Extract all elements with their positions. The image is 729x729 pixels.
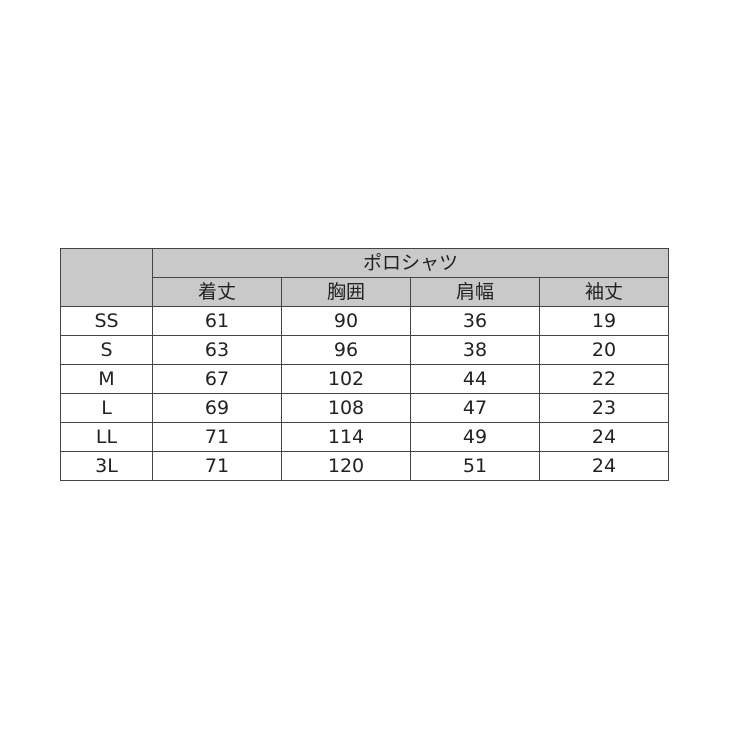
corner-cell: [60, 248, 153, 307]
measurement-cell: 108: [281, 393, 411, 423]
measurement-cell: 19: [539, 306, 669, 336]
table-row: S 63 96 38 20: [60, 335, 669, 365]
measurement-cell: 67: [152, 364, 282, 394]
size-chart-table: ポロシャツ 着丈 胸囲 肩幅 袖丈 SS 61 90 36 19 S 63 96 38 20 M 67 102…: [60, 248, 669, 481]
measurement-cell: 71: [152, 422, 282, 452]
measurement-cell: 114: [281, 422, 411, 452]
measurement-cell: 47: [410, 393, 540, 423]
measurement-cell: 51: [410, 451, 540, 481]
measurement-cell: 71: [152, 451, 282, 481]
measurement-cell: 69: [152, 393, 282, 423]
measurement-cell: 38: [410, 335, 540, 365]
measurement-cell: 49: [410, 422, 540, 452]
table-row: L 69 108 47 23: [60, 393, 669, 423]
column-header: 胸囲: [281, 277, 411, 307]
column-header: 肩幅: [410, 277, 540, 307]
measurement-cell: 120: [281, 451, 411, 481]
size-label: SS: [60, 306, 153, 336]
table-row: LL 71 114 49 24: [60, 422, 669, 452]
size-label: S: [60, 335, 153, 365]
column-header: 着丈: [152, 277, 282, 307]
table-row: M 67 102 44 22: [60, 364, 669, 394]
size-label: M: [60, 364, 153, 394]
measurement-cell: 24: [539, 451, 669, 481]
measurement-cell: 90: [281, 306, 411, 336]
measurement-cell: 20: [539, 335, 669, 365]
size-label: 3L: [60, 451, 153, 481]
measurement-cell: 61: [152, 306, 282, 336]
measurement-cell: 63: [152, 335, 282, 365]
measurement-cell: 102: [281, 364, 411, 394]
column-header: 袖丈: [539, 277, 669, 307]
size-label: LL: [60, 422, 153, 452]
measurement-cell: 22: [539, 364, 669, 394]
table-row: SS 61 90 36 19: [60, 306, 669, 336]
measurement-cell: 96: [281, 335, 411, 365]
measurement-cell: 24: [539, 422, 669, 452]
group-header: ポロシャツ: [152, 248, 669, 278]
measurement-cell: 23: [539, 393, 669, 423]
size-label: L: [60, 393, 153, 423]
table-row: 3L 71 120 51 24: [60, 451, 669, 481]
measurement-cell: 44: [410, 364, 540, 394]
measurement-cell: 36: [410, 306, 540, 336]
